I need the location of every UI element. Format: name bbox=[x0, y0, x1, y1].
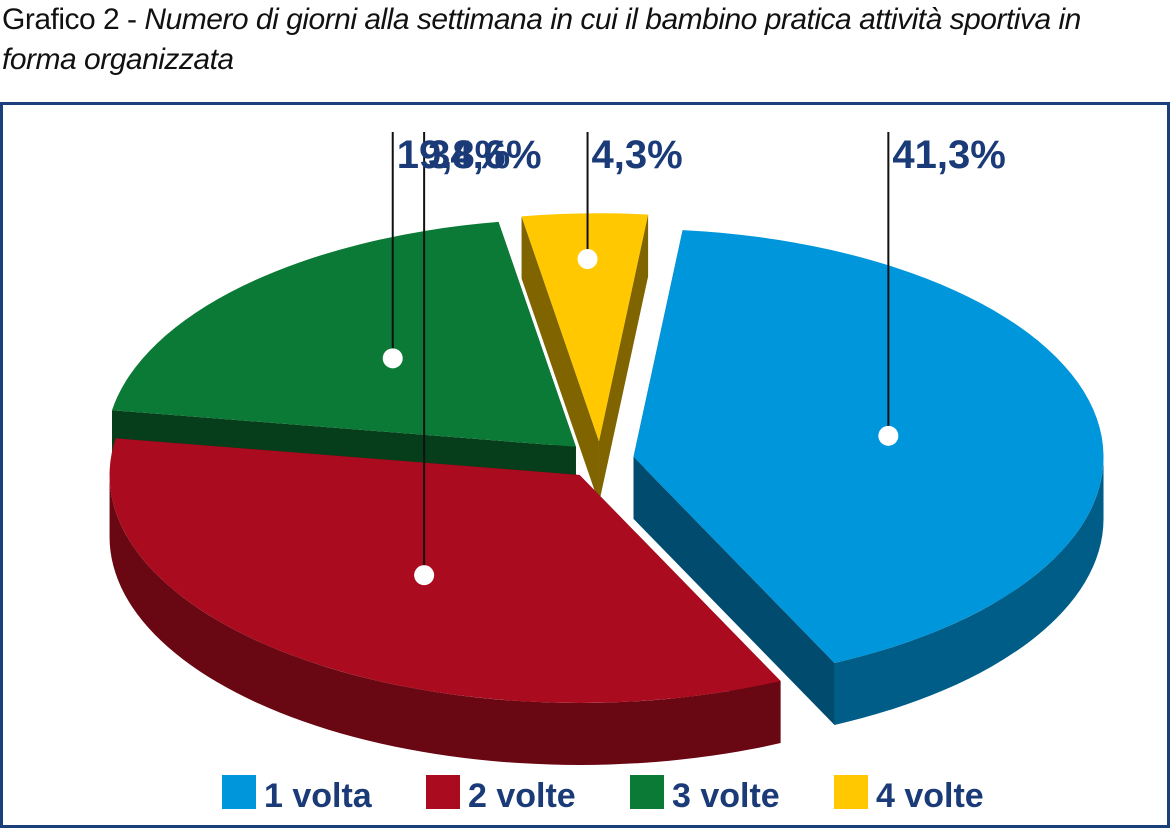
leader-dot-4-volte bbox=[577, 248, 598, 269]
legend-label-4-volte: 4 volte bbox=[876, 777, 984, 815]
chart-title: Grafico 2 - Numero di giorni alla settim… bbox=[2, 0, 1162, 80]
legend: 1 volta 2 volte 3 volte 4 volte bbox=[222, 775, 984, 815]
value-labels: 41,3% 34,6%19,8% 4,3% bbox=[397, 133, 1006, 177]
leader-lines bbox=[382, 132, 899, 586]
legend-label-2-volte: 2 volte bbox=[468, 777, 576, 815]
value-label-2-volte: 34,6% bbox=[428, 133, 541, 177]
legend-swatch-3-volte bbox=[630, 775, 664, 809]
chart-title-prefix: Grafico 2 - bbox=[2, 3, 137, 36]
slice-rim-1-volta-0 bbox=[834, 456, 1104, 725]
chart-title-text: Numero di giorni alla settimana in cui i… bbox=[2, 3, 1081, 76]
legend-swatch-4-volte bbox=[834, 775, 868, 809]
slice-3-volte bbox=[112, 221, 576, 447]
value-label-1-volta: 41,3% bbox=[892, 133, 1005, 177]
leader-dot-3-volte bbox=[382, 348, 403, 369]
slice-wall-4-volte-1 bbox=[598, 214, 649, 504]
slice-1-volta bbox=[633, 230, 1104, 663]
legend-label-3-volte: 3 volte bbox=[672, 777, 780, 815]
slice-wall-4-volte-0 bbox=[521, 216, 599, 504]
slice-wall-1-volta-1 bbox=[633, 456, 835, 725]
legend-swatch-2-volte bbox=[426, 775, 460, 809]
slice-rim-2-volte-0 bbox=[109, 474, 781, 765]
legend-swatch-1-volta bbox=[222, 775, 256, 809]
slice-2-volte bbox=[109, 438, 781, 703]
value-label-4-volte: 4,3% bbox=[592, 133, 683, 177]
value-label-3-volte: 19,8% bbox=[397, 133, 510, 177]
pie-tops bbox=[109, 213, 1104, 703]
leader-dot-2-volte bbox=[414, 565, 435, 586]
legend-label-1-volta: 1 volta bbox=[264, 777, 373, 815]
leader-dot-1-volta bbox=[878, 425, 899, 446]
slice-4-volte bbox=[521, 213, 649, 442]
